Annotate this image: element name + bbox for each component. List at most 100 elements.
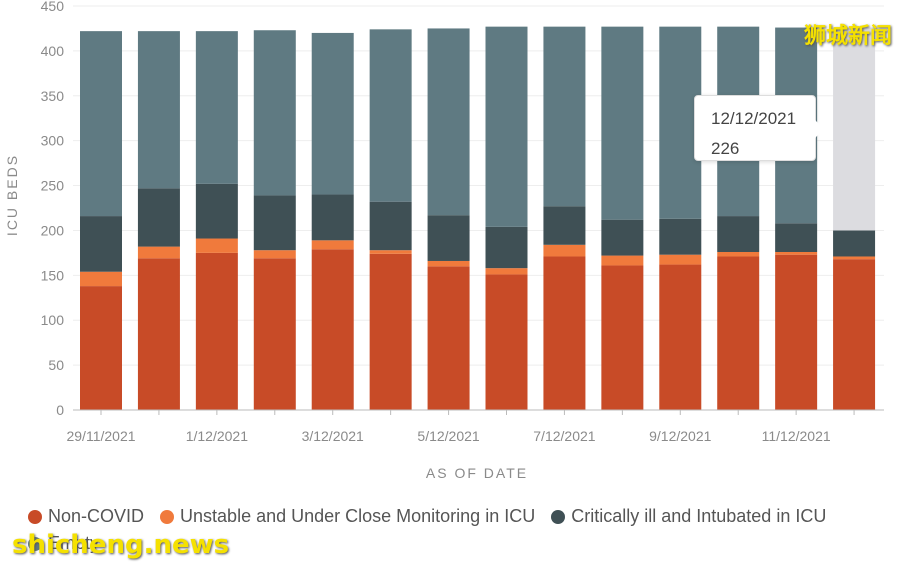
y-axis-title: ICU BEDS xyxy=(4,154,20,236)
bar-segment-critically-ill-and-intubated-in-icu[interactable] xyxy=(137,188,180,247)
bar-stack-12-12-2021[interactable] xyxy=(833,27,876,410)
legend-swatch-critical xyxy=(551,509,566,524)
bar-segment-unstable-and-under-close-monitoring-in-icu[interactable] xyxy=(369,250,412,254)
legend-swatch-empty xyxy=(28,536,42,551)
watermark-en: shicheng.news xyxy=(12,530,230,560)
bar-segment-empty[interactable] xyxy=(137,31,180,189)
bar-segment-non-covid[interactable] xyxy=(311,249,354,410)
legend-item-empty[interactable]: Empty xyxy=(28,533,99,554)
legend-label-unstable: Unstable and Under Close Monitoring in I… xyxy=(180,506,536,526)
x-axis-ticks: 29/11/2021 1/12/2021 3/12/2021 5/12/2021 7/1… xyxy=(66,410,855,444)
bar-segment-non-covid[interactable] xyxy=(659,264,702,410)
bar-segment-critically-ill-and-intubated-in-icu[interactable] xyxy=(80,216,122,272)
legend-item-non-covid[interactable]: Non-COVID xyxy=(28,506,144,527)
y-tick-label: 150 xyxy=(41,267,65,283)
bar-segment-critically-ill-and-intubated-in-icu[interactable] xyxy=(775,223,818,252)
y-tick-label: 50 xyxy=(48,357,64,373)
bar-stacks xyxy=(80,26,876,410)
legend-item-unstable[interactable]: Unstable and Under Close Monitoring in I… xyxy=(160,506,535,527)
bar-segment-non-covid[interactable] xyxy=(80,286,122,410)
bar-segment-critically-ill-and-intubated-in-icu[interactable] xyxy=(253,195,296,251)
y-tick-label: 200 xyxy=(41,222,65,238)
bar-stack-2-12-2021[interactable] xyxy=(253,30,296,410)
bar-segment-unstable-and-under-close-monitoring-in-icu[interactable] xyxy=(717,251,760,257)
bar-segment-non-covid[interactable] xyxy=(717,256,760,410)
bar-segment-empty[interactable] xyxy=(369,29,412,202)
chart-legend: Non-COVID Unstable and Under Close Monit… xyxy=(28,506,908,554)
bar-segment-empty[interactable] xyxy=(427,28,470,216)
bar-segment-non-covid[interactable] xyxy=(601,265,644,410)
bar-segment-non-covid[interactable] xyxy=(485,274,528,410)
bar-stack-30-11-2021[interactable] xyxy=(137,31,180,410)
bar-segment-unstable-and-under-close-monitoring-in-icu[interactable] xyxy=(137,246,180,259)
x-tick-label: 11/12/2021 xyxy=(762,428,831,444)
bar-stack-1-12-2021[interactable] xyxy=(195,31,238,410)
bar-segment-empty[interactable] xyxy=(311,32,354,195)
tooltip-value: 226 xyxy=(711,139,740,158)
bar-segment-non-covid[interactable] xyxy=(195,252,238,410)
bar-segment-critically-ill-and-intubated-in-icu[interactable] xyxy=(543,206,586,245)
bar-segment-unstable-and-under-close-monitoring-in-icu[interactable] xyxy=(253,250,296,259)
bar-segment-unstable-and-under-close-monitoring-in-icu[interactable] xyxy=(195,238,238,253)
hover-tooltip: 12/12/2021 226 xyxy=(694,95,824,161)
bar-segment-critically-ill-and-intubated-in-icu[interactable] xyxy=(195,183,238,239)
legend-label-empty: Empty xyxy=(48,533,100,553)
bar-segment-non-covid[interactable] xyxy=(427,266,470,410)
y-tick-label: 100 xyxy=(41,312,65,328)
bar-stack-7-12-2021[interactable] xyxy=(543,26,586,410)
bar-segment-non-covid[interactable] xyxy=(369,253,412,410)
bar-segment-unstable-and-under-close-monitoring-in-icu[interactable] xyxy=(543,244,586,257)
bar-segment-critically-ill-and-intubated-in-icu[interactable] xyxy=(311,194,354,241)
bar-segment-critically-ill-and-intubated-in-icu[interactable] xyxy=(601,219,644,256)
bar-segment-empty[interactable] xyxy=(601,26,644,220)
bar-stack-6-12-2021[interactable] xyxy=(485,26,528,410)
watermark-cn: 狮城新闻 xyxy=(804,24,893,49)
bar-segment-critically-ill-and-intubated-in-icu[interactable] xyxy=(833,230,876,257)
bar-stack-10-12-2021[interactable] xyxy=(717,26,760,410)
bar-segment-non-covid[interactable] xyxy=(833,259,876,410)
bar-segment-non-covid[interactable] xyxy=(775,254,818,410)
bar-segment-empty[interactable] xyxy=(485,26,528,227)
y-tick-label: 0 xyxy=(56,402,64,418)
bar-segment-non-covid[interactable] xyxy=(543,256,586,410)
bar-segment-critically-ill-and-intubated-in-icu[interactable] xyxy=(717,216,760,252)
bar-segment-empty[interactable] xyxy=(195,31,238,184)
bar-segment-critically-ill-and-intubated-in-icu[interactable] xyxy=(485,226,528,269)
bar-stack-29-11-2021[interactable] xyxy=(80,31,122,410)
icu-beds-chart: 0 50 100 150 200 250 300 350 400 450 29/11/2021 1/… xyxy=(4,0,884,481)
bar-segment-critically-ill-and-intubated-in-icu[interactable] xyxy=(369,201,412,251)
y-axis-ticks: 0 50 100 150 200 250 300 350 400 450 xyxy=(41,0,65,418)
bar-segment-unstable-and-under-close-monitoring-in-icu[interactable] xyxy=(427,260,470,267)
bar-segment-unstable-and-under-close-monitoring-in-icu[interactable] xyxy=(80,271,122,287)
bar-segment-unstable-and-under-close-monitoring-in-icu[interactable] xyxy=(311,240,354,250)
bar-stack-3-12-2021[interactable] xyxy=(311,32,354,410)
x-tick-label: 7/12/2021 xyxy=(533,428,595,444)
legend-item-critical[interactable]: Critically ill and Intubated in ICU xyxy=(551,506,826,527)
bar-segment-empty[interactable] xyxy=(543,26,586,207)
bar-stack-11-12-2021[interactable] xyxy=(775,27,818,410)
bar-segment-critically-ill-and-intubated-in-icu[interactable] xyxy=(427,215,470,261)
x-axis-title: AS OF DATE xyxy=(426,465,528,481)
x-tick-label: 29/11/2021 xyxy=(66,428,135,444)
bar-segment-unstable-and-under-close-monitoring-in-icu[interactable] xyxy=(485,268,528,275)
legend-swatch-non-covid xyxy=(28,509,42,524)
bar-segment-empty[interactable] xyxy=(833,27,876,231)
tooltip-date: 12/12/2021 xyxy=(711,109,797,128)
bar-segment-non-covid[interactable] xyxy=(137,258,180,410)
bar-stack-8-12-2021[interactable] xyxy=(601,26,644,410)
bar-stack-9-12-2021[interactable] xyxy=(659,26,702,410)
bar-stack-5-12-2021[interactable] xyxy=(427,28,470,410)
bar-segment-critically-ill-and-intubated-in-icu[interactable] xyxy=(659,218,702,255)
bar-segment-non-covid[interactable] xyxy=(253,258,296,410)
bar-segment-unstable-and-under-close-monitoring-in-icu[interactable] xyxy=(833,256,876,260)
x-tick-label: 1/12/2021 xyxy=(186,428,248,444)
y-tick-label: 400 xyxy=(41,43,65,59)
bar-segment-unstable-and-under-close-monitoring-in-icu[interactable] xyxy=(659,254,702,265)
bar-segment-unstable-and-under-close-monitoring-in-icu[interactable] xyxy=(775,251,818,255)
bar-segment-empty[interactable] xyxy=(253,30,296,196)
x-tick-label: 5/12/2021 xyxy=(417,428,479,444)
gridlines xyxy=(73,5,884,411)
bar-stack-4-12-2021[interactable] xyxy=(369,29,412,410)
bar-segment-unstable-and-under-close-monitoring-in-icu[interactable] xyxy=(601,255,644,266)
bar-segment-empty[interactable] xyxy=(80,31,122,217)
